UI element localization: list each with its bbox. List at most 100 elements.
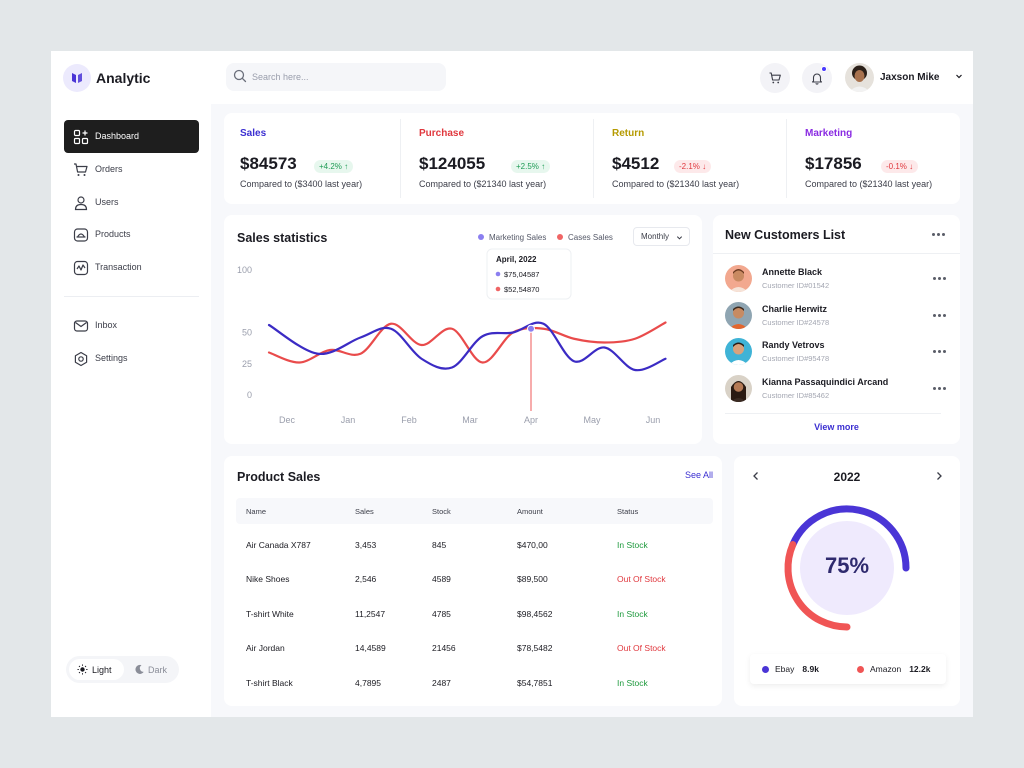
sidebar-item-label: Dashboard — [95, 131, 140, 141]
stat-card-purchase: Purchase $124055 +2.5% ↑ Compared to ($2… — [419, 113, 589, 204]
product-icon — [73, 228, 89, 242]
table-header: Name Sales Stock Amount Status — [236, 498, 713, 524]
product-sales: 11,2547 — [355, 609, 386, 619]
more-options-icon[interactable] — [933, 276, 947, 282]
stat-title: Sales — [240, 128, 267, 139]
top-bar: Analytic Jaxson Mike — [51, 51, 973, 104]
theme-toggle: Light Dark — [66, 656, 179, 683]
stat-value: $4512 — [612, 154, 660, 173]
cart-button[interactable] — [760, 63, 790, 93]
stat-value: $17856 — [805, 154, 862, 173]
more-options-icon[interactable] — [932, 232, 946, 238]
more-options-icon[interactable] — [933, 386, 947, 392]
search-input[interactable] — [252, 69, 432, 85]
user-name[interactable]: Jaxson Mike — [880, 72, 940, 83]
sidebar-item-users[interactable]: Users — [64, 186, 199, 219]
y-tick-label: 50 — [242, 328, 252, 338]
legend-value: 8.9k — [802, 664, 819, 674]
highlight-point[interactable] — [527, 324, 535, 333]
column-header: Stock — [432, 507, 451, 516]
product-name: Nike Shoes — [246, 574, 290, 584]
stat-divider — [786, 119, 787, 198]
sidebar: Dashboard Orders Users Products Transact… — [51, 104, 211, 717]
theme-dark-button[interactable]: Dark — [128, 659, 176, 680]
product-amount: $89,500 — [517, 574, 548, 584]
notifications-button[interactable] — [802, 63, 832, 93]
see-all-link[interactable]: See All — [685, 470, 714, 480]
customer-id: Customer ID#95478 — [762, 354, 830, 363]
tooltip-title: April, 2022 — [496, 255, 537, 264]
sidebar-item-label: Settings — [95, 353, 128, 363]
more-options-icon[interactable] — [933, 313, 947, 319]
stat-card-marketing: Marketing $17856 -0.1% ↓ Compared to ($2… — [805, 113, 955, 204]
table-row[interactable]: Air Canada X787 3,453 845 $470,00 In Sto… — [236, 528, 713, 562]
donut-segment-ebay — [789, 505, 910, 572]
legend-marketing-sales[interactable]: Marketing Sales — [478, 233, 546, 242]
cart-icon — [769, 72, 781, 84]
legend-cases-sales[interactable]: Cases Sales — [557, 233, 613, 242]
donut-chart — [784, 505, 910, 631]
sidebar-item-label: Inbox — [95, 320, 118, 330]
marketplace-donut-card: 2022 75% Ebay 8.9k Amazon 12.2k — [734, 456, 960, 706]
divider — [725, 413, 941, 414]
product-name: Air Canada X787 — [246, 540, 311, 550]
product-status: In Stock — [617, 609, 648, 619]
customer-avatar — [725, 338, 752, 365]
search-box[interactable] — [226, 63, 446, 91]
product-stock: 21456 — [432, 643, 456, 653]
customer-avatar — [725, 265, 752, 292]
period-dropdown[interactable]: Monthly — [633, 227, 690, 246]
product-sales: 2,546 — [355, 574, 377, 584]
y-tick-label: 25 — [242, 359, 252, 369]
table-row[interactable]: Air Jordan 14,4589 21456 $78,5482 Out Of… — [236, 631, 713, 665]
sidebar-divider — [64, 296, 199, 297]
product-sales: 3,453 — [355, 540, 377, 550]
theme-light-button[interactable]: Light — [69, 659, 124, 680]
y-tick-label: 100 — [237, 265, 252, 275]
sun-icon — [77, 664, 88, 675]
chevron-right-icon[interactable] — [933, 470, 945, 482]
chart-tooltip — [486, 248, 572, 300]
x-tick-label: Apr — [524, 415, 538, 425]
table-row[interactable]: Nike Shoes 2,546 4589 $89,500 Out Of Sto… — [236, 562, 713, 596]
customer-row[interactable]: Randy Vetrovs Customer ID#95478 — [725, 337, 948, 367]
product-sales-card: Product Sales See All Name Sales Stock A… — [224, 456, 722, 706]
stat-change-badge: -2.1% ↓ — [674, 160, 712, 173]
legend-label: Amazon — [870, 664, 902, 674]
stat-title: Return — [612, 128, 645, 139]
stat-divider — [593, 119, 594, 198]
moon-icon — [135, 664, 144, 674]
gear-icon — [74, 351, 88, 367]
chevron-left-icon[interactable] — [750, 470, 762, 482]
legend-dot — [857, 666, 864, 673]
product-status: Out Of Stock — [617, 574, 666, 584]
series-line-marketing-sales — [267, 321, 667, 372]
new-customers-card: New Customers List Annette Black Custome… — [713, 215, 960, 444]
table-row[interactable]: T-shirt White 11,2547 4785 $98,4562 In S… — [236, 597, 713, 631]
more-options-icon[interactable] — [933, 349, 947, 355]
chevron-down-icon — [676, 236, 683, 240]
view-more-link[interactable]: View more — [814, 422, 859, 432]
customer-avatar — [725, 302, 752, 329]
legend-label: Marketing Sales — [489, 233, 547, 242]
period-value: Monthly — [641, 232, 670, 241]
customer-row[interactable]: Annette Black Customer ID#01542 — [725, 264, 948, 294]
customer-id: Customer ID#01542 — [762, 281, 830, 290]
customer-name: Randy Vetrovs — [762, 340, 825, 350]
chevron-down-icon[interactable] — [955, 72, 963, 80]
customer-row[interactable]: Kianna Passaquindici Arcand Customer ID#… — [725, 374, 948, 404]
app-window: Analytic Jaxson Mike — [51, 51, 973, 717]
notification-badge — [821, 66, 827, 72]
x-tick-label: Jun — [646, 415, 661, 425]
sidebar-item-orders[interactable]: Orders — [64, 153, 199, 186]
user-avatar[interactable] — [845, 63, 874, 92]
customer-row[interactable]: Charlie Herwitz Customer ID#24578 — [725, 301, 948, 331]
divider — [713, 253, 960, 254]
sidebar-item-dashboard[interactable]: Dashboard — [64, 120, 199, 153]
table-row[interactable]: T-shirt Black 4,7895 2487 $54,7851 In St… — [236, 666, 713, 700]
sidebar-item-transaction[interactable]: Transaction — [64, 251, 199, 284]
stats-panel: Sales $84573 +4.2% ↑ Compared to ($3400 … — [224, 113, 960, 204]
sidebar-item-settings[interactable]: Settings — [64, 342, 199, 375]
sidebar-item-products[interactable]: Products — [64, 218, 199, 251]
sidebar-item-inbox[interactable]: Inbox — [64, 309, 199, 342]
